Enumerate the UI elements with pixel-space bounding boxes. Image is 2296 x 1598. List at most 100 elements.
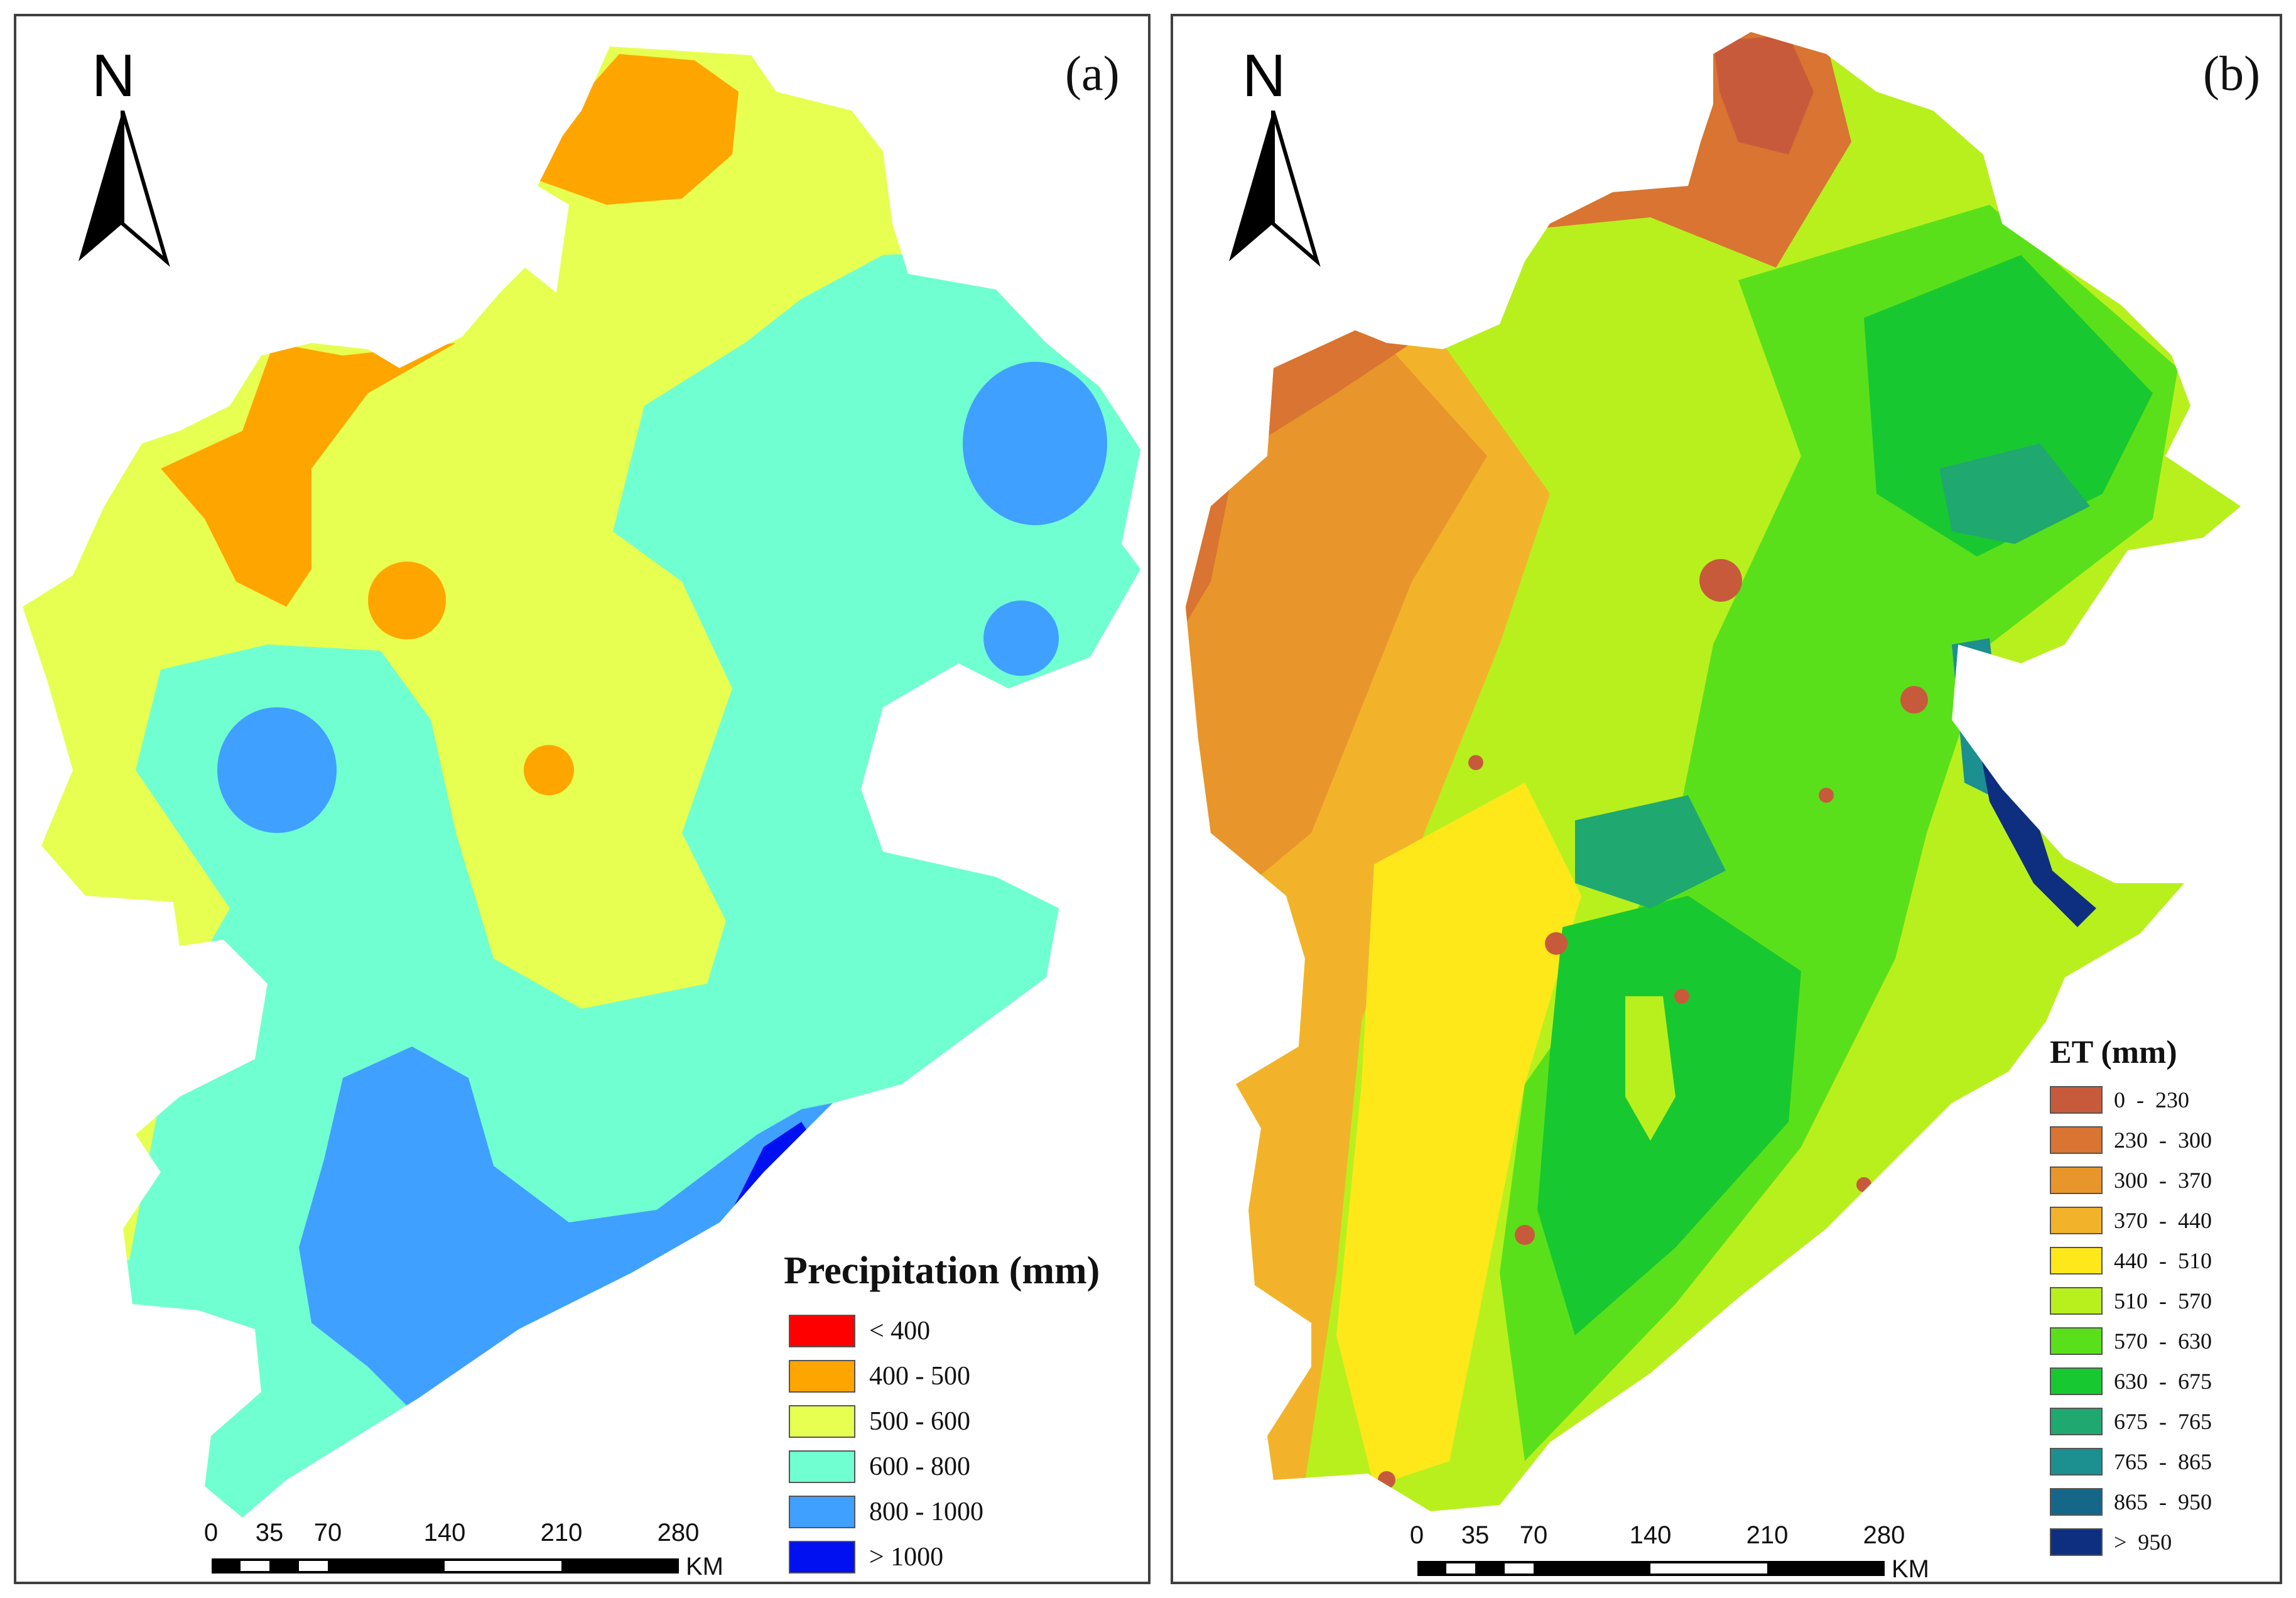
et-legend-item: 370 - 440 bbox=[2050, 1200, 2212, 1241]
legend-label: 500 - 600 bbox=[869, 1407, 970, 1436]
legend-label: 675 - 765 bbox=[2114, 1409, 2212, 1434]
legend-swatch bbox=[2050, 1207, 2103, 1234]
legend-swatch bbox=[2050, 1367, 2103, 1395]
panel-label-b: (b) bbox=[2203, 46, 2260, 101]
precip-legend-item: 400 - 500 bbox=[789, 1354, 1100, 1399]
legend-label: 370 - 440 bbox=[2114, 1208, 2212, 1233]
precipitation-legend-title: Precipitation (mm) bbox=[784, 1249, 1100, 1292]
legend-label: 0 - 230 bbox=[2114, 1087, 2189, 1112]
scale-tick-label: 35 bbox=[255, 1519, 284, 1546]
et-legend-item: 630 - 675 bbox=[2050, 1361, 2212, 1401]
legend-label: 765 - 865 bbox=[2114, 1449, 2212, 1474]
et-zone-630-675 bbox=[1864, 255, 2153, 557]
et-city-hotspot bbox=[1900, 686, 1928, 714]
scale-tick-label: 140 bbox=[1629, 1521, 1672, 1549]
et-zone-865-950 bbox=[2040, 651, 2153, 695]
legend-swatch bbox=[789, 1541, 855, 1574]
legend-label: 570 - 630 bbox=[2114, 1329, 2212, 1354]
precipitation-map-panel: (a) N Precipitation (mm) < 400 400 - 500… bbox=[14, 14, 1151, 1584]
legend-label: > 1000 bbox=[869, 1543, 944, 1572]
scale-tick-label: 35 bbox=[1461, 1521, 1490, 1549]
et-city-hotspot bbox=[1378, 1471, 1395, 1489]
legend-label: 230 - 300 bbox=[2114, 1128, 2212, 1153]
legend-swatch bbox=[2050, 1247, 2103, 1275]
et-legend: ET (mm) 0 - 230 230 - 300 300 - 370 370 … bbox=[2050, 1034, 2212, 1562]
legend-swatch bbox=[2050, 1528, 2103, 1556]
legend-swatch bbox=[2050, 1488, 2103, 1516]
north-arrow-icon bbox=[79, 111, 170, 267]
scale-bar-a: 0 35 70 140 210 280 KM bbox=[204, 1519, 776, 1582]
legend-label: 300 - 370 bbox=[2114, 1168, 2212, 1193]
et-city-hotspot bbox=[1515, 1225, 1535, 1245]
et-legend-item: 510 - 570 bbox=[2050, 1281, 2212, 1321]
legend-label: 440 - 510 bbox=[2114, 1248, 2212, 1273]
et-legend-title: ET (mm) bbox=[2050, 1035, 2177, 1070]
legend-swatch bbox=[2050, 1126, 2103, 1154]
legend-swatch bbox=[789, 1360, 855, 1393]
precip-zone-800-1000-ne bbox=[963, 362, 1107, 525]
et-legend-item: 675 - 765 bbox=[2050, 1401, 2212, 1442]
et-legend-item: 230 - 300 bbox=[2050, 1120, 2212, 1160]
legend-label: 865 - 950 bbox=[2114, 1489, 2212, 1514]
et-legend-item: 570 - 630 bbox=[2050, 1321, 2212, 1361]
et-zone-440-510-belt bbox=[1336, 783, 1581, 1486]
precip-zone-800-1000-south bbox=[299, 1046, 845, 1417]
legend-swatch bbox=[2050, 1086, 2103, 1114]
scale-tick-label: 70 bbox=[313, 1519, 342, 1546]
precip-legend-item: 500 - 600 bbox=[789, 1399, 1100, 1444]
et-zone-510-570-lake bbox=[1625, 996, 1676, 1141]
panel-label-a: (a) bbox=[1065, 46, 1120, 101]
scale-tick-label: 140 bbox=[423, 1519, 466, 1546]
precip-legend-item: > 1000 bbox=[789, 1535, 1100, 1580]
legend-swatch bbox=[2050, 1327, 2103, 1355]
et-zone-675-765 bbox=[1575, 795, 1726, 908]
legend-swatch bbox=[2050, 1408, 2103, 1435]
scale-tick-label: 210 bbox=[540, 1519, 583, 1546]
precip-zone-800-1000-east bbox=[983, 601, 1059, 676]
precip-legend-item: 600 - 800 bbox=[789, 1444, 1100, 1489]
legend-label: > 950 bbox=[2114, 1530, 2172, 1555]
precip-zone-400-500-spot bbox=[368, 562, 446, 639]
precip-zone-400-500-north bbox=[519, 54, 739, 205]
legend-label: < 400 bbox=[869, 1317, 931, 1345]
et-zone-675-765-b bbox=[1939, 443, 2090, 544]
scale-tick-label: 280 bbox=[1863, 1521, 1905, 1549]
scale-bar-graphic bbox=[212, 1558, 679, 1574]
precipitation-legend: Precipitation (mm) < 400 400 - 500 500 -… bbox=[784, 1249, 1100, 1580]
north-label-a: N bbox=[92, 42, 136, 109]
legend-swatch bbox=[789, 1405, 855, 1438]
scale-tick-label: 70 bbox=[1519, 1521, 1548, 1549]
et-legend-item: 865 - 950 bbox=[2050, 1482, 2212, 1522]
et-legend-item: 0 - 230 bbox=[2050, 1080, 2212, 1120]
legend-swatch bbox=[2050, 1166, 2103, 1194]
et-city-hotspot bbox=[1699, 559, 1742, 602]
scale-tick-label: 210 bbox=[1746, 1521, 1789, 1549]
legend-swatch bbox=[789, 1315, 855, 1347]
scale-unit-label: KM bbox=[1892, 1555, 1929, 1583]
et-city-hotspot bbox=[1674, 989, 1689, 1004]
precip-legend-item: 800 - 1000 bbox=[789, 1489, 1100, 1535]
et-city-hotspot bbox=[1545, 932, 1568, 955]
et-map bbox=[1186, 32, 2241, 1511]
legend-label: 800 - 1000 bbox=[869, 1497, 983, 1526]
precipitation-map bbox=[23, 46, 1140, 1518]
scale-bar-graphic bbox=[1417, 1561, 1885, 1576]
precip-zone-400-500-west bbox=[161, 343, 456, 607]
scale-bar-b: 0 35 70 140 210 280 KM bbox=[1410, 1521, 1982, 1584]
et-zone-0-230-north bbox=[1713, 35, 1814, 155]
precip-zone-800-1000-west bbox=[217, 707, 337, 833]
scale-unit-label: KM bbox=[686, 1553, 723, 1580]
et-city-hotspot bbox=[1819, 788, 1834, 803]
et-zone-300-370 bbox=[1186, 330, 1487, 896]
legend-label: 510 - 570 bbox=[2114, 1288, 2212, 1313]
north-label-b: N bbox=[1242, 42, 1286, 109]
legend-label: 630 - 675 bbox=[2114, 1369, 2212, 1394]
legend-label: 600 - 800 bbox=[869, 1452, 970, 1481]
et-legend-item: 300 - 370 bbox=[2050, 1160, 2212, 1200]
et-city-hotspot bbox=[1856, 1177, 1871, 1192]
legend-swatch bbox=[789, 1496, 855, 1528]
legend-swatch bbox=[789, 1450, 855, 1483]
precip-legend-item: < 400 bbox=[789, 1308, 1100, 1354]
legend-swatch bbox=[2050, 1448, 2103, 1476]
et-city-hotspot bbox=[1468, 755, 1483, 770]
